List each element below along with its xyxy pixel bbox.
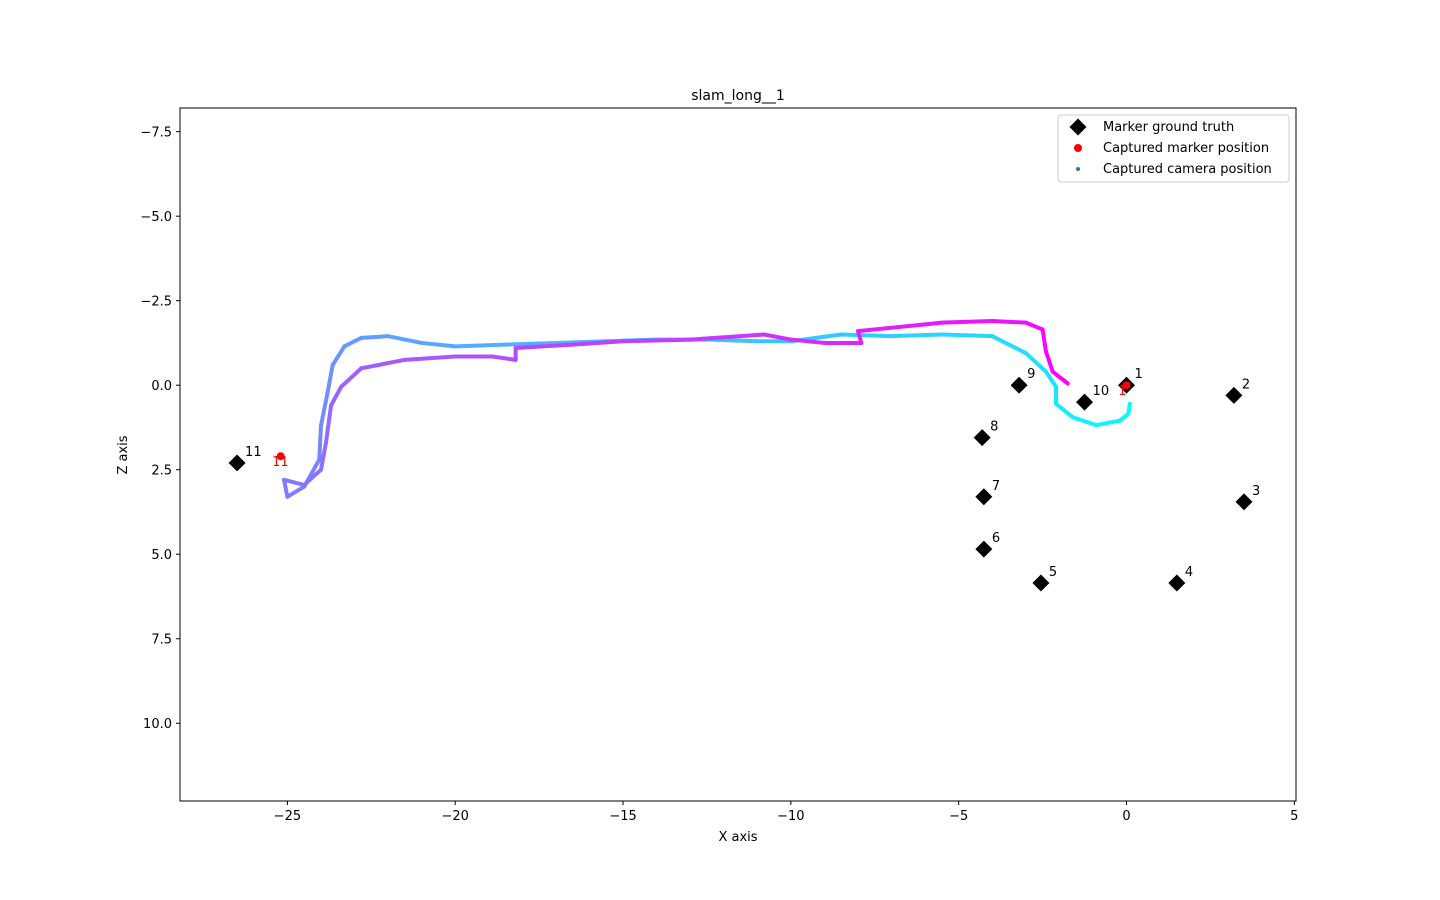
marker-ground-truth-label: 8 bbox=[990, 420, 998, 435]
captured-marker-point bbox=[276, 452, 285, 461]
camera-trajectory-segment bbox=[503, 340, 558, 347]
x-tick-label: −10 bbox=[777, 809, 804, 824]
chart-title: slam_long__1 bbox=[691, 88, 785, 104]
camera-trajectory-segment bbox=[490, 354, 518, 362]
marker-ground-truth-label: 1 bbox=[1135, 367, 1143, 382]
camera-trajectory-segment bbox=[419, 340, 458, 349]
x-tick-label: −25 bbox=[274, 809, 301, 824]
camera-trajectory-segment bbox=[855, 329, 864, 345]
legend-marker-camera bbox=[1076, 167, 1080, 171]
legend-label-ground-truth: Marker ground truth bbox=[1103, 120, 1234, 135]
camera-trajectory-segment bbox=[923, 320, 944, 327]
camera-trajectory-segment bbox=[318, 389, 330, 428]
camera-trajectory bbox=[282, 318, 1132, 499]
camera-trajectory-segment bbox=[688, 334, 743, 342]
plot-frame bbox=[179, 107, 1297, 802]
camera-trajectory-segment bbox=[738, 332, 767, 339]
x-axis-ticks: −25 −20 −15 −10 −5 0 5 bbox=[274, 801, 1298, 824]
camera-trajectory-segment bbox=[839, 332, 894, 339]
camera-trajectory-segment bbox=[570, 339, 626, 347]
camera-trajectory-segment bbox=[359, 357, 407, 371]
legend-label-captured-marker: Captured marker position bbox=[1103, 141, 1269, 156]
camera-trajectory-segment bbox=[788, 337, 827, 345]
marker-ground-truth-point bbox=[975, 488, 993, 506]
camera-trajectory-segment bbox=[302, 467, 323, 487]
legend-label-camera: Captured camera position bbox=[1103, 162, 1272, 177]
marker-ground-truth-label: 3 bbox=[1252, 484, 1260, 499]
captured-marker-label: 1 bbox=[1118, 384, 1126, 399]
marker-ground-truth-label: 4 bbox=[1185, 565, 1193, 580]
legend-box bbox=[1057, 114, 1290, 183]
x-tick-label: 5 bbox=[1290, 809, 1298, 824]
legend-marker-captured-marker bbox=[1074, 144, 1082, 152]
y-tick-label: 2.5 bbox=[151, 464, 172, 479]
camera-trajectory-segment bbox=[1043, 349, 1055, 374]
camera-trajectory-segment bbox=[1040, 327, 1048, 354]
x-axis-label: X axis bbox=[718, 830, 757, 845]
camera-trajectory-segment bbox=[855, 322, 928, 334]
y-tick-label: −2.5 bbox=[140, 295, 172, 310]
marker-ground-truth-point bbox=[975, 540, 993, 558]
camera-trajectory-segment bbox=[939, 332, 995, 339]
camera-trajectory-segment bbox=[317, 423, 323, 462]
x-tick-label: 0 bbox=[1122, 809, 1130, 824]
y-axis-label: Z axis bbox=[116, 435, 131, 474]
y-tick-label: 5.0 bbox=[151, 548, 172, 563]
camera-trajectory-segment bbox=[285, 484, 307, 499]
marker-ground-truth-label: 7 bbox=[992, 479, 1000, 494]
x-tick-label: −15 bbox=[609, 809, 636, 824]
marker-ground-truth-point bbox=[1010, 376, 1028, 394]
y-tick-label: 0.0 bbox=[151, 379, 172, 394]
camera-trajectory-segment bbox=[342, 335, 364, 349]
marker-ground-truth-point bbox=[973, 429, 991, 447]
y-tick-label: −7.5 bbox=[140, 126, 172, 141]
marker-ground-truth-label: 6 bbox=[992, 531, 1000, 546]
camera-trajectory-segment bbox=[282, 477, 307, 487]
y-tick-label: 7.5 bbox=[151, 633, 172, 648]
marker-ground-truth-label: 10 bbox=[1093, 384, 1110, 399]
camera-trajectory-segment bbox=[318, 440, 329, 472]
legend: Marker ground truth Captured marker posi… bbox=[1057, 114, 1290, 183]
camera-trajectory-segment bbox=[359, 334, 391, 340]
captured-marker-layer: 111 bbox=[272, 381, 1131, 470]
marker-ground-truth-label: 9 bbox=[1027, 367, 1035, 382]
marker-ground-truth-label: 11 bbox=[245, 445, 262, 460]
camera-trajectory-segment bbox=[1054, 401, 1075, 420]
camera-trajectory-segment bbox=[889, 332, 944, 339]
y-axis-ticks: −7.5 −5.0 −2.5 0.0 2.5 5.0 7.5 10.0 bbox=[140, 126, 180, 732]
camera-trajectory-segment bbox=[990, 318, 1028, 325]
camera-trajectory-segment bbox=[386, 334, 424, 345]
camera-trajectory-segment bbox=[1023, 351, 1048, 374]
camera-trajectory-segment bbox=[939, 318, 995, 325]
camera-trajectory-segment bbox=[1050, 369, 1070, 386]
marker-ground-truth-label: 5 bbox=[1049, 565, 1057, 580]
camera-trajectory-segment bbox=[330, 344, 347, 367]
camera-trajectory-segment bbox=[325, 362, 335, 394]
camera-trajectory-segment bbox=[339, 366, 364, 389]
camera-trajectory-segment bbox=[402, 354, 458, 362]
camera-trajectory-segment bbox=[1094, 418, 1122, 428]
camera-trajectory-segment bbox=[621, 337, 693, 344]
marker-ground-truth-label: 2 bbox=[1242, 377, 1250, 392]
y-tick-label: −5.0 bbox=[140, 210, 172, 225]
camera-trajectory-segment bbox=[324, 403, 334, 445]
camera-trajectory-segment bbox=[513, 342, 575, 351]
captured-marker-label: 11 bbox=[272, 455, 289, 470]
camera-trajectory-segment bbox=[1070, 415, 1099, 428]
camera-trajectory-segment bbox=[282, 477, 290, 499]
camera-trajectory-segment bbox=[990, 334, 1028, 356]
camera-trajectory-segment bbox=[1043, 369, 1059, 389]
captured-marker-point bbox=[1122, 381, 1131, 390]
y-tick-label: 10.0 bbox=[143, 717, 172, 732]
camera-trajectory-segment bbox=[453, 342, 508, 349]
x-tick-label: −5 bbox=[949, 809, 968, 824]
camera-trajectory-segment bbox=[762, 332, 793, 342]
camera-trajectory-segment bbox=[329, 384, 344, 408]
x-tick-label: −20 bbox=[442, 809, 469, 824]
camera-trajectory-segment bbox=[1023, 320, 1045, 332]
